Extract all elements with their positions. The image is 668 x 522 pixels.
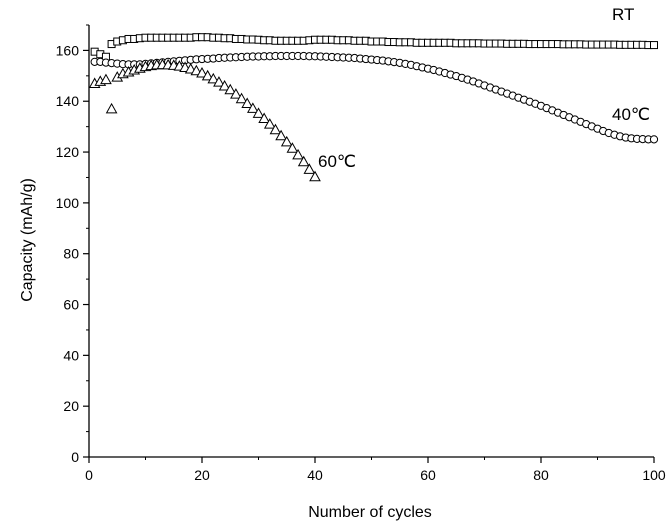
triangle-marker <box>218 79 231 91</box>
triangle-marker <box>292 148 304 160</box>
triangle-marker <box>275 129 287 141</box>
y-tick-label: 140 <box>56 93 80 109</box>
y-tick-label: 100 <box>56 195 80 211</box>
y-axis-title: Capacity (mAh/g) <box>19 178 36 302</box>
series-label-rt: RT <box>612 5 634 24</box>
triangle-marker <box>190 64 203 76</box>
y-tick-label: 80 <box>63 246 79 262</box>
y-tick-label: 120 <box>56 144 80 160</box>
triangle-marker <box>269 123 282 135</box>
series-square <box>90 33 658 61</box>
x-tick-label: 40 <box>307 467 323 483</box>
series-label-60c: 60℃ <box>318 152 356 171</box>
triangle-marker <box>105 102 118 114</box>
series-labels: RT 40℃ 60℃ <box>318 5 650 171</box>
triangle-marker <box>303 163 316 174</box>
triangle-marker <box>100 73 112 85</box>
triangle-marker <box>286 142 299 153</box>
y-tick-label: 160 <box>56 42 80 58</box>
data-markers <box>88 33 659 182</box>
series-triangle <box>88 58 321 182</box>
triangle-marker <box>252 107 265 118</box>
triangle-marker <box>201 69 214 81</box>
triangle-marker <box>297 155 310 167</box>
y-tick-label: 60 <box>63 297 79 313</box>
x-tick-label: 100 <box>642 467 666 483</box>
triangle-marker <box>224 83 237 95</box>
y-tick-label: 40 <box>63 347 79 363</box>
square-marker <box>650 41 658 50</box>
axes: 0 20 40 60 80 100 0 20 40 60 80 100 120 140 160 <box>56 24 666 483</box>
series-label-40c: 40℃ <box>612 105 650 124</box>
y-tick-label: 0 <box>71 449 79 465</box>
triangle-marker <box>263 118 276 129</box>
x-tick-label: 80 <box>533 467 549 483</box>
x-tick-label: 60 <box>420 467 436 483</box>
triangle-marker <box>230 88 242 99</box>
triangle-marker <box>258 112 270 124</box>
triangle-marker <box>207 72 220 84</box>
triangle-marker <box>235 92 248 104</box>
y-tick-label: 20 <box>63 398 79 414</box>
x-tick-label: 20 <box>194 467 210 483</box>
triangle-marker <box>309 170 321 182</box>
triangle-marker <box>213 76 225 87</box>
triangle-marker <box>280 135 293 147</box>
circle-marker <box>649 135 659 144</box>
triangle-marker <box>247 102 259 113</box>
triangle-marker <box>196 66 208 78</box>
x-tick-label: 0 <box>85 467 93 483</box>
x-axis-title: Number of cycles <box>308 504 432 521</box>
triangle-marker <box>241 97 254 109</box>
